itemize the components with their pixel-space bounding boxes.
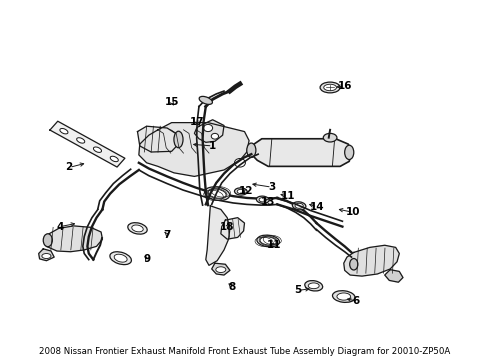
Ellipse shape xyxy=(203,125,212,132)
Text: 10: 10 xyxy=(345,207,359,217)
Ellipse shape xyxy=(344,145,353,159)
Ellipse shape xyxy=(60,129,68,134)
Ellipse shape xyxy=(211,134,218,139)
Ellipse shape xyxy=(127,223,147,234)
Ellipse shape xyxy=(307,283,319,289)
Text: 13: 13 xyxy=(261,197,275,207)
Ellipse shape xyxy=(304,280,322,291)
Text: 16: 16 xyxy=(337,81,351,91)
Text: 18: 18 xyxy=(220,222,234,232)
Ellipse shape xyxy=(93,147,102,152)
Ellipse shape xyxy=(292,202,305,210)
Text: 11: 11 xyxy=(266,240,281,250)
Text: 17: 17 xyxy=(189,117,203,127)
Text: 5: 5 xyxy=(294,285,301,296)
Polygon shape xyxy=(50,121,124,167)
Polygon shape xyxy=(343,245,399,276)
Ellipse shape xyxy=(204,187,229,201)
Text: 15: 15 xyxy=(164,97,179,107)
Ellipse shape xyxy=(323,84,336,91)
Ellipse shape xyxy=(208,189,225,198)
Text: 2008 Nissan Frontier Exhaust Manifold Front Exhaust Tube Assembly Diagram for 20: 2008 Nissan Frontier Exhaust Manifold Fr… xyxy=(39,347,449,356)
Text: 3: 3 xyxy=(267,182,275,192)
Text: 8: 8 xyxy=(228,282,235,292)
Ellipse shape xyxy=(349,258,357,270)
Text: 2: 2 xyxy=(65,162,73,172)
Ellipse shape xyxy=(323,134,336,142)
Ellipse shape xyxy=(110,156,118,162)
Ellipse shape xyxy=(114,254,127,262)
Ellipse shape xyxy=(259,198,266,202)
Ellipse shape xyxy=(256,235,279,247)
Polygon shape xyxy=(44,226,102,252)
Ellipse shape xyxy=(77,138,84,143)
Text: 6: 6 xyxy=(352,296,359,306)
Polygon shape xyxy=(205,206,229,265)
Ellipse shape xyxy=(234,188,247,195)
Ellipse shape xyxy=(294,203,303,208)
Text: 9: 9 xyxy=(143,254,150,264)
Text: 1: 1 xyxy=(208,141,216,151)
Polygon shape xyxy=(384,270,402,282)
Ellipse shape xyxy=(110,252,131,265)
Text: 7: 7 xyxy=(163,230,170,239)
Polygon shape xyxy=(139,123,248,176)
Ellipse shape xyxy=(246,143,255,157)
Ellipse shape xyxy=(131,225,143,232)
Polygon shape xyxy=(137,126,178,152)
Ellipse shape xyxy=(43,234,52,247)
Ellipse shape xyxy=(332,291,354,302)
Text: 11: 11 xyxy=(280,191,294,201)
Ellipse shape xyxy=(42,253,51,258)
Polygon shape xyxy=(251,139,351,166)
Text: 12: 12 xyxy=(238,186,253,197)
Ellipse shape xyxy=(174,131,183,148)
Text: 4: 4 xyxy=(56,222,63,231)
Ellipse shape xyxy=(237,189,244,194)
Polygon shape xyxy=(39,249,54,261)
Ellipse shape xyxy=(320,82,340,93)
Polygon shape xyxy=(221,218,244,239)
Polygon shape xyxy=(194,120,224,142)
Ellipse shape xyxy=(256,196,268,203)
Ellipse shape xyxy=(215,267,225,273)
Ellipse shape xyxy=(199,96,212,104)
Text: 14: 14 xyxy=(309,202,324,212)
Ellipse shape xyxy=(260,237,276,245)
Polygon shape xyxy=(211,263,229,275)
Ellipse shape xyxy=(234,158,245,167)
Ellipse shape xyxy=(336,293,350,300)
